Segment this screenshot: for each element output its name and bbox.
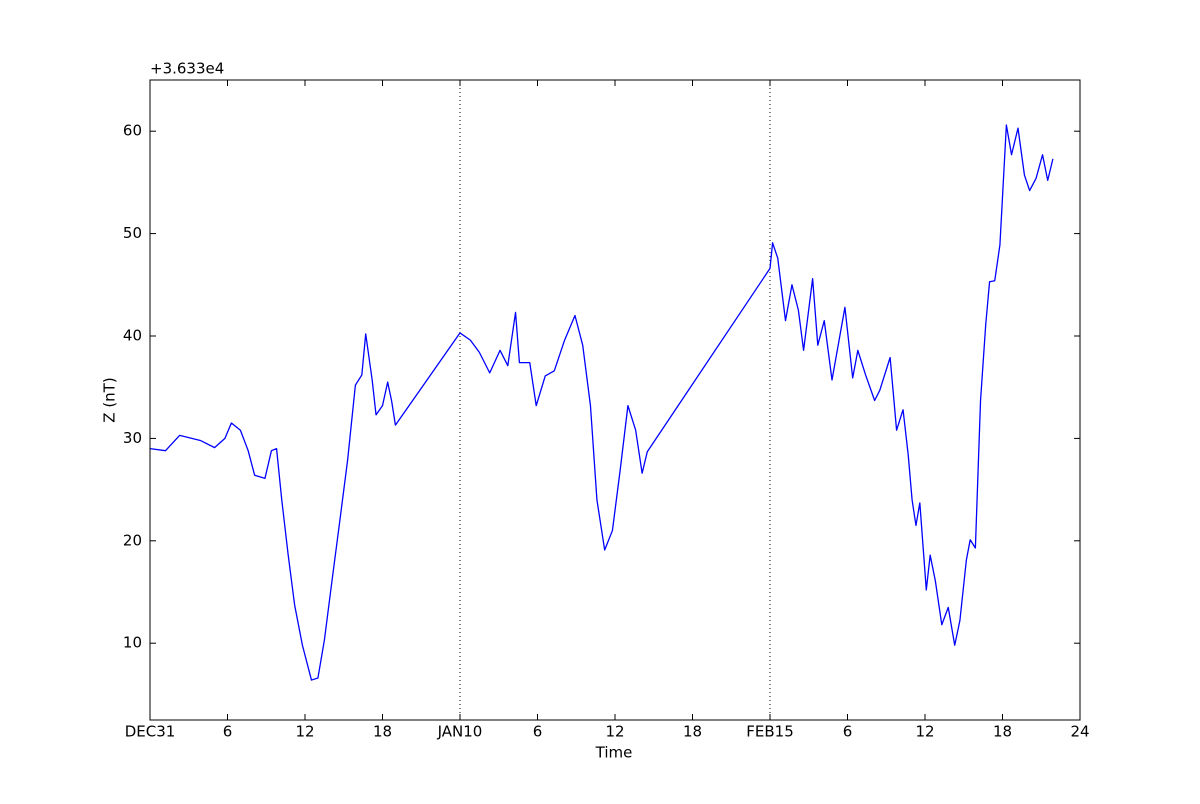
y-offset-label: +3.633e4 xyxy=(150,60,224,78)
x-tick-label: JAN10 xyxy=(437,723,483,741)
x-tick-label: FEB15 xyxy=(746,723,793,741)
y-axis-label: Z (nT) xyxy=(101,377,119,422)
x-tick-label: 12 xyxy=(605,723,624,741)
x-tick-label: 6 xyxy=(223,723,233,741)
y-tick-label: 50 xyxy=(123,224,142,242)
x-tick-label: 18 xyxy=(373,723,392,741)
x-tick-label: DEC31 xyxy=(125,723,176,741)
x-tick-label: 18 xyxy=(993,723,1012,741)
x-tick-label: 12 xyxy=(915,723,934,741)
x-tick-label: 12 xyxy=(295,723,314,741)
x-tick-label: 18 xyxy=(683,723,702,741)
plot-frame xyxy=(149,79,1081,721)
x-tick-label: 6 xyxy=(533,723,543,741)
data-line xyxy=(149,124,1054,681)
y-tick-label: 30 xyxy=(123,429,142,447)
x-tick-label: 6 xyxy=(843,723,853,741)
x-tick-label: 24 xyxy=(1070,723,1089,741)
y-tick-label: 20 xyxy=(123,531,142,549)
y-tick-label: 40 xyxy=(123,327,142,345)
y-tick-label: 10 xyxy=(123,634,142,652)
x-axis-label: Time xyxy=(595,744,633,762)
y-tick-label: 60 xyxy=(123,122,142,140)
